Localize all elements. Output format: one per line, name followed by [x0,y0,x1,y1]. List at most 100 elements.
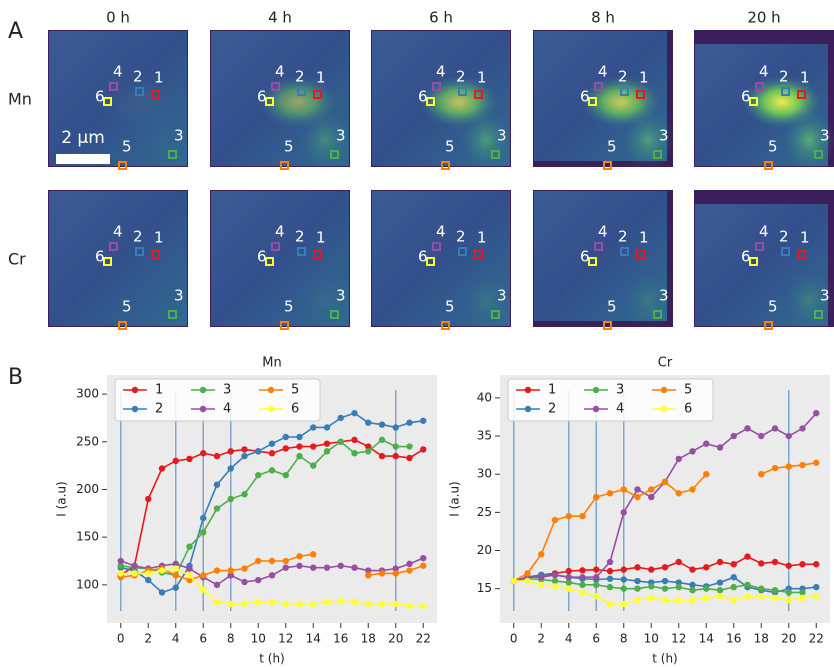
data-point [351,409,358,417]
series-line [120,438,410,577]
roi-label: 1 [639,229,649,247]
roi-box [491,150,500,159]
data-point [296,452,303,460]
data-point [593,566,600,573]
data-point [200,586,207,593]
roi-box [432,242,441,251]
roi-label: 1 [316,69,326,87]
legend-marker [199,386,207,394]
data-point [186,572,193,579]
data-point [145,495,152,503]
legend-label: 5 [684,383,692,398]
roi-box [458,87,467,96]
data-point [703,564,710,571]
roi-label: 2 [779,68,789,86]
data-point [241,446,248,453]
roi-label: 1 [154,229,164,247]
data-point [606,575,614,582]
data-point [675,596,682,604]
data-point [268,450,276,457]
data-point [744,425,751,432]
x-tick-label: 12 [671,632,686,646]
legend-label: 6 [684,402,692,417]
roi-box [491,310,500,319]
x-tick-label: 12 [278,632,293,646]
roi-box [151,250,160,259]
y-tick-label: 30 [477,467,492,481]
data-point [593,593,600,600]
data-point [227,600,234,608]
data-point [661,478,669,486]
data-point [730,561,737,568]
roi-box [103,257,112,266]
roi-box [265,257,274,266]
data-point [296,433,303,441]
data-point [406,602,413,610]
data-point [406,567,413,574]
data-point [392,565,399,572]
y-tick-label: 150 [76,530,99,544]
data-point [606,567,614,575]
roi-box [426,97,435,106]
data-point [255,448,262,455]
data-point [771,594,779,602]
time-label: 0 h [106,9,130,27]
data-point [337,414,344,422]
data-point [158,589,166,596]
data-point [131,562,138,569]
roi-label: 4 [436,63,446,81]
data-point [365,419,372,426]
data-point [213,481,221,488]
y-tick-label: 35 [477,429,492,443]
legend-label: 1 [548,383,556,398]
data-point [296,553,303,560]
roi-label: 3 [659,127,669,145]
y-tick-label: 20 [477,543,492,557]
legend-label: 3 [223,383,231,398]
roi-label: 6 [95,88,105,106]
data-point [771,586,779,594]
data-point [420,602,427,610]
roi-label: 4 [275,63,285,81]
roi-label: 5 [122,298,132,316]
scale-bar [56,154,110,164]
data-point [648,594,655,602]
data-point [661,596,669,604]
roi-label: 4 [759,63,769,81]
data-point [282,600,289,608]
data-point [551,516,559,524]
data-point [227,567,234,574]
roi-box [168,150,177,159]
data-point [813,593,820,600]
legend-marker [592,405,600,413]
data-point [131,570,138,577]
data-point [365,567,372,574]
data-point [255,598,262,606]
data-point [813,459,820,466]
data-point [579,581,586,589]
y-axis-label: I (a.u) [55,481,69,517]
data-point [648,486,655,493]
data-point [378,421,386,428]
data-point [323,424,331,431]
scale-bar-label: 2 μm [61,128,105,148]
roi-label: 6 [741,88,751,106]
x-tick-label: 20 [388,632,403,646]
x-tick-label: 8 [620,632,628,646]
data-point [785,562,792,569]
data-point [200,514,207,522]
data-point [227,572,234,579]
data-point [634,596,641,604]
data-point [634,577,641,585]
data-point [771,464,779,472]
data-point [213,581,221,589]
data-point [158,567,166,574]
data-point [255,471,262,479]
data-point [378,436,386,444]
x-tick-label: 6 [592,632,600,646]
data-point [406,560,413,568]
roi-box [755,242,764,251]
data-point [716,444,724,451]
roi-label: 3 [820,127,830,145]
data-point [323,564,331,571]
